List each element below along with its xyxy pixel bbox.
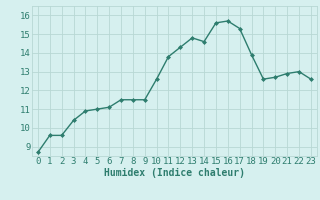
X-axis label: Humidex (Indice chaleur): Humidex (Indice chaleur) (104, 168, 245, 178)
